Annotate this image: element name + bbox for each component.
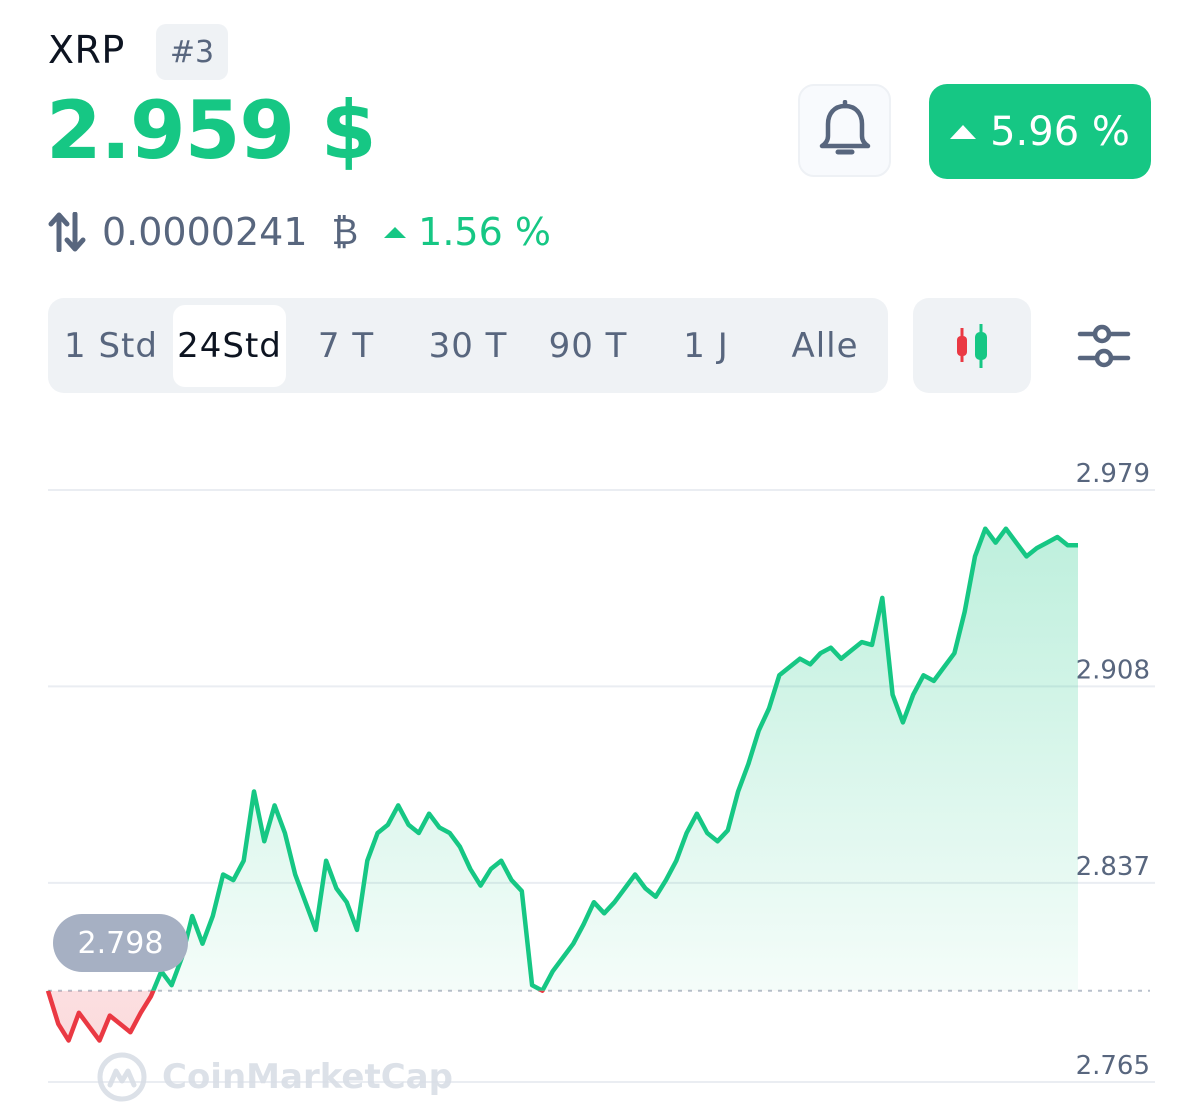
btc-change: 1.56 % — [384, 210, 551, 254]
price-change-value: 5.96 % — [990, 108, 1130, 155]
price-chart[interactable]: 2.979 2.908 2.837 2.765 — [0, 440, 1199, 1103]
price-series — [45, 526, 1078, 1043]
tab-1-hour[interactable]: 1 Std — [64, 326, 158, 366]
btc-price: 0.0000241 — [102, 210, 308, 254]
tab-1-year[interactable]: 1 J — [683, 326, 729, 366]
coinmarketcap-logo — [97, 1052, 147, 1102]
coin-symbol: XRP — [48, 28, 125, 72]
tab-30-days[interactable]: 30 T — [428, 326, 508, 366]
y-axis-labels: 2.979 2.908 2.837 2.765 — [1076, 459, 1150, 1081]
swap-arrows-icon — [48, 212, 86, 252]
sliders-icon — [1077, 324, 1131, 368]
candlestick-icon — [957, 323, 987, 368]
area-above-open — [48, 528, 1078, 991]
tab-all[interactable]: Alle — [791, 326, 859, 366]
price-alert-button[interactable] — [798, 84, 891, 177]
time-range-tabs: 1 Std 24Std 7 T 30 T 90 T 1 J Alle — [48, 298, 888, 393]
btc-change-value: 1.56 % — [418, 210, 551, 254]
btc-price-row: 0.0000241 ₿ 1.56 % — [48, 208, 551, 256]
caret-up-icon — [950, 124, 977, 139]
chart-settings-button[interactable] — [1072, 318, 1134, 374]
watermark-text: CoinMarketCap — [162, 1057, 453, 1097]
y-tick-label: 2.908 — [1076, 655, 1150, 685]
price-line-up — [47, 526, 1078, 991]
current-price: 2.959 $ — [46, 84, 377, 177]
tab-90-days[interactable]: 90 T — [548, 326, 628, 366]
caret-up-icon — [384, 226, 407, 238]
y-tick-label: 2.979 — [1076, 459, 1150, 489]
price-change-badge: 5.96 % — [929, 84, 1151, 179]
rank-badge: #3 — [156, 24, 228, 80]
bitcoin-symbol: ₿ — [331, 212, 359, 253]
watermark: CoinMarketCap — [96, 1052, 453, 1102]
open-price-bubble: 2.798 — [53, 914, 188, 972]
y-tick-label: 2.765 — [1076, 1051, 1150, 1081]
bell-icon — [819, 99, 870, 154]
tab-7-days[interactable]: 7 T — [317, 326, 375, 366]
y-tick-label: 2.837 — [1076, 852, 1150, 882]
chart-type-toggle[interactable] — [913, 298, 1031, 393]
tab-24-hours[interactable]: 24Std — [173, 305, 286, 387]
